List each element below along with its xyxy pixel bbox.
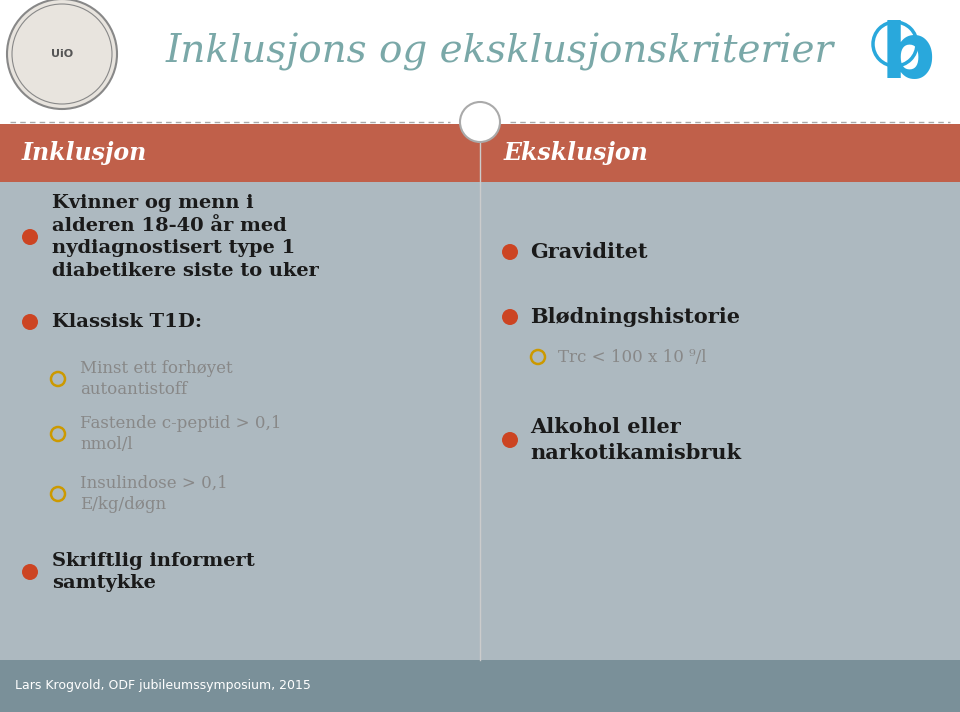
Text: Inklusjons og eksklusjonskriterier: Inklusjons og eksklusjonskriterier: [166, 33, 834, 71]
Text: Eksklusjon: Eksklusjon: [504, 141, 649, 165]
FancyBboxPatch shape: [0, 660, 960, 712]
Text: Kvinner og menn i
alderen 18-40 år med
nydiagnostisert type 1
diabetikere siste : Kvinner og menn i alderen 18-40 år med n…: [52, 194, 319, 281]
Text: Fastende c-peptid > 0,1
nmol/l: Fastende c-peptid > 0,1 nmol/l: [80, 414, 281, 454]
Text: b: b: [880, 20, 935, 94]
Circle shape: [502, 432, 518, 448]
Text: Insulindose > 0,1
E/kg/døgn: Insulindose > 0,1 E/kg/døgn: [80, 475, 228, 513]
FancyBboxPatch shape: [0, 0, 960, 124]
Circle shape: [502, 244, 518, 260]
Circle shape: [22, 229, 38, 245]
Circle shape: [22, 314, 38, 330]
Text: Inklusjon: Inklusjon: [22, 141, 147, 165]
Text: Blødningshistorie: Blødningshistorie: [530, 307, 740, 327]
Circle shape: [460, 102, 500, 142]
Text: Graviditet: Graviditet: [530, 242, 647, 262]
Text: Klassisk T1D:: Klassisk T1D:: [52, 313, 202, 331]
Text: Alkohol eller
narkotikamisbruk: Alkohol eller narkotikamisbruk: [530, 417, 741, 463]
FancyBboxPatch shape: [0, 182, 960, 660]
Text: Minst ett forhøyet
autoantistoff: Minst ett forhøyet autoantistoff: [80, 360, 232, 398]
Text: Skriftlig informert
samtykke: Skriftlig informert samtykke: [52, 552, 254, 592]
Text: Lars Krogvold, ODF jubileumssymposium, 2015: Lars Krogvold, ODF jubileumssymposium, 2…: [15, 679, 311, 693]
Text: UiO: UiO: [51, 49, 73, 59]
Text: Trc < 100 x 10 ⁹/l: Trc < 100 x 10 ⁹/l: [558, 348, 707, 365]
Circle shape: [22, 564, 38, 580]
FancyBboxPatch shape: [0, 124, 960, 182]
Circle shape: [502, 309, 518, 325]
Circle shape: [7, 0, 117, 109]
